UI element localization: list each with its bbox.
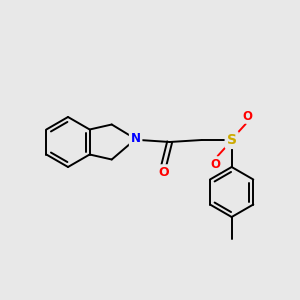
- Text: O: O: [158, 166, 169, 178]
- Text: O: O: [243, 110, 253, 122]
- Text: S: S: [227, 133, 237, 147]
- Text: O: O: [211, 158, 221, 170]
- Text: N: N: [131, 133, 141, 146]
